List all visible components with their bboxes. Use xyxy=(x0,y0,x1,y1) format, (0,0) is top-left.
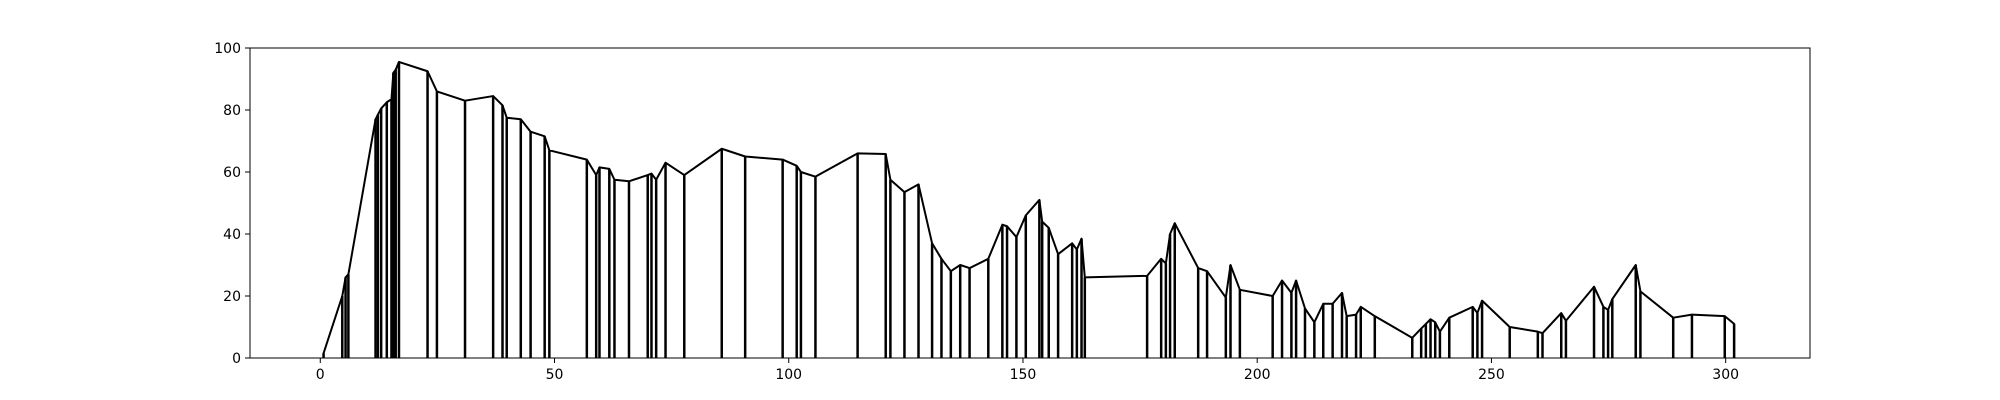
x-tick-label: 200 xyxy=(1244,367,1271,383)
x-tick-label: 50 xyxy=(546,367,564,383)
x-axis: 0 50 100 150 200 250 300 xyxy=(316,358,1739,383)
y-axis: 0 20 40 60 80 100 xyxy=(214,41,250,367)
y-tick-label: 40 xyxy=(223,227,241,243)
x-tick-label: 0 xyxy=(316,367,325,383)
y-tick-label: 60 xyxy=(223,165,241,181)
x-tick-label: 100 xyxy=(775,367,802,383)
y-tick-label: 80 xyxy=(223,103,241,119)
x-tick-label: 250 xyxy=(1478,367,1505,383)
x-tick-label: 150 xyxy=(1010,367,1037,383)
series-line xyxy=(322,60,1736,358)
plot-frame xyxy=(249,47,1811,359)
y-tick-label: 20 xyxy=(223,289,241,305)
drop-lines-group xyxy=(322,61,1736,358)
x-tick-label: 300 xyxy=(1712,367,1739,383)
y-tick-label: 0 xyxy=(232,351,241,367)
y-tick-label: 100 xyxy=(214,41,241,57)
